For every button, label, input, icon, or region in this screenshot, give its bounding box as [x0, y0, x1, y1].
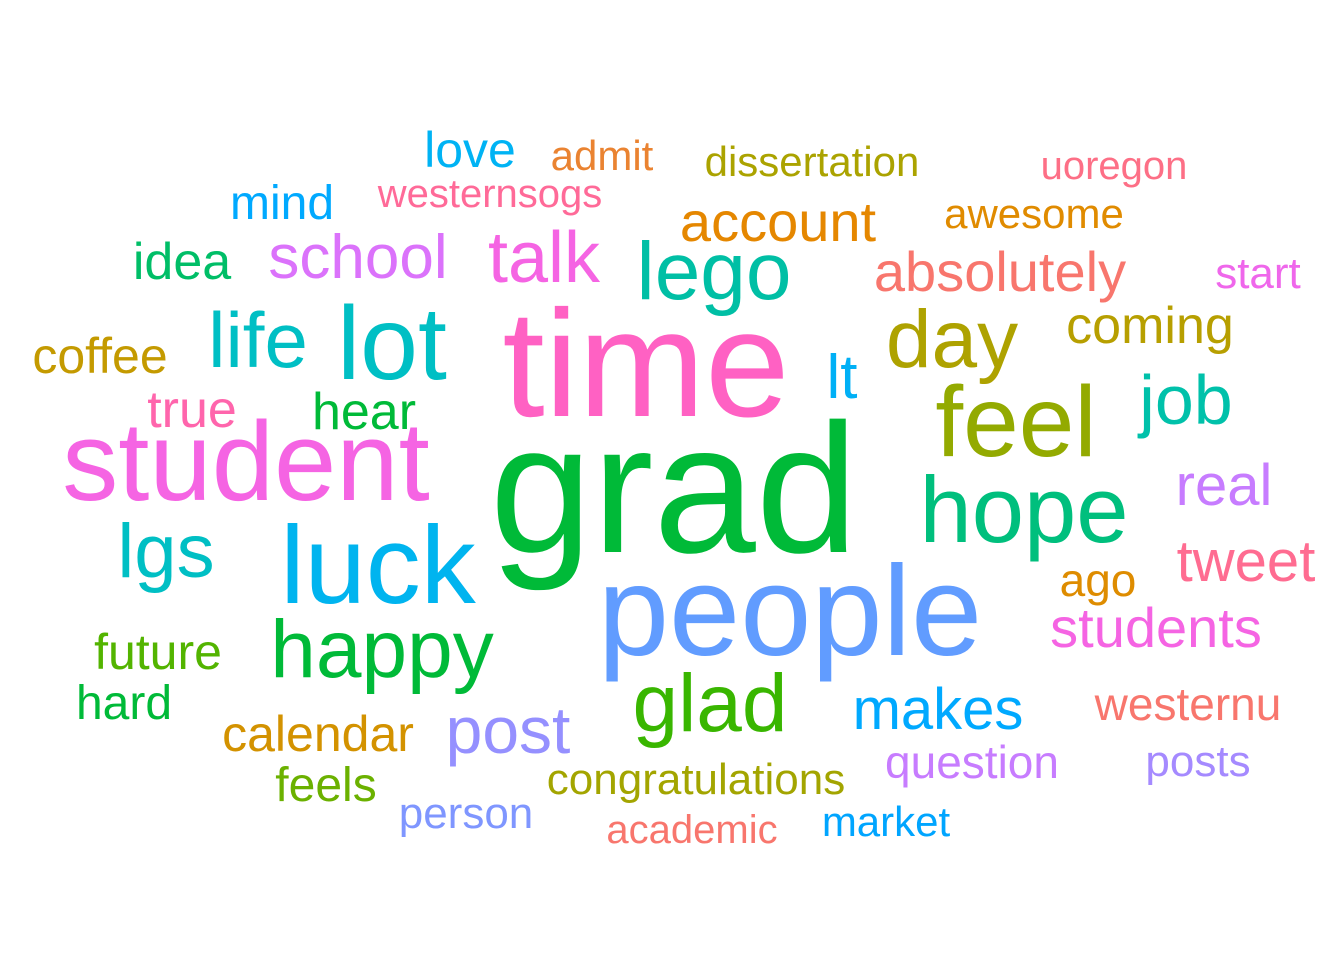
- word-person: person: [398, 789, 534, 838]
- word-school: school: [268, 223, 448, 292]
- word-job: job: [1139, 361, 1233, 439]
- word-market: market: [821, 798, 951, 845]
- word-westernu: westernu: [1094, 678, 1282, 730]
- word-mind: mind: [229, 177, 335, 230]
- word-lego: lego: [636, 226, 792, 317]
- word-feels: feels: [275, 759, 377, 812]
- word-idea: idea: [132, 233, 232, 291]
- word-dissertation: dissertation: [704, 138, 920, 185]
- word-start: start: [1215, 249, 1301, 298]
- word-coffee: coffee: [32, 328, 168, 384]
- word-true: true: [147, 381, 237, 439]
- word-westernsogs: westernsogs: [377, 172, 603, 216]
- word-awesome: awesome: [944, 190, 1124, 237]
- word-happy: happy: [270, 604, 494, 695]
- word-post: post: [445, 693, 571, 767]
- word-makes: makes: [852, 677, 1024, 742]
- word-time: time: [502, 279, 790, 449]
- word-calendar: calendar: [222, 706, 414, 762]
- word-tweet: tweet: [1176, 529, 1316, 594]
- word-hard: hard: [75, 677, 173, 730]
- word-hear: hear: [311, 383, 417, 441]
- word-ago: ago: [1059, 554, 1137, 606]
- word-academic: academic: [606, 808, 778, 852]
- word-question: question: [885, 736, 1059, 788]
- word-love: love: [424, 122, 516, 178]
- word-future: future: [94, 624, 222, 680]
- word-day: day: [885, 294, 1019, 385]
- word-luck: luck: [280, 504, 476, 627]
- word-hope: hope: [919, 457, 1129, 562]
- word-lot: lot: [337, 286, 447, 402]
- word-people: people: [597, 540, 983, 683]
- word-grad: grad: [489, 385, 859, 591]
- word-talk: talk: [487, 218, 601, 298]
- word-absolutely: absolutely: [873, 240, 1127, 303]
- word-glad: glad: [632, 658, 788, 749]
- word-congratulations: congratulations: [546, 755, 846, 804]
- word-real: real: [1175, 453, 1273, 518]
- word-uoregon: uoregon: [1040, 144, 1188, 188]
- word-students: students: [1050, 596, 1262, 659]
- word-coming: coming: [1066, 297, 1234, 355]
- word-feel: feel: [935, 366, 1097, 478]
- word-lt: lt: [826, 343, 858, 412]
- word-lgs: lgs: [117, 509, 215, 594]
- word-student: student: [62, 399, 430, 524]
- word-life: life: [208, 296, 308, 384]
- word-posts: posts: [1145, 737, 1251, 786]
- word-account: account: [679, 190, 877, 253]
- word-admit: admit: [550, 132, 654, 179]
